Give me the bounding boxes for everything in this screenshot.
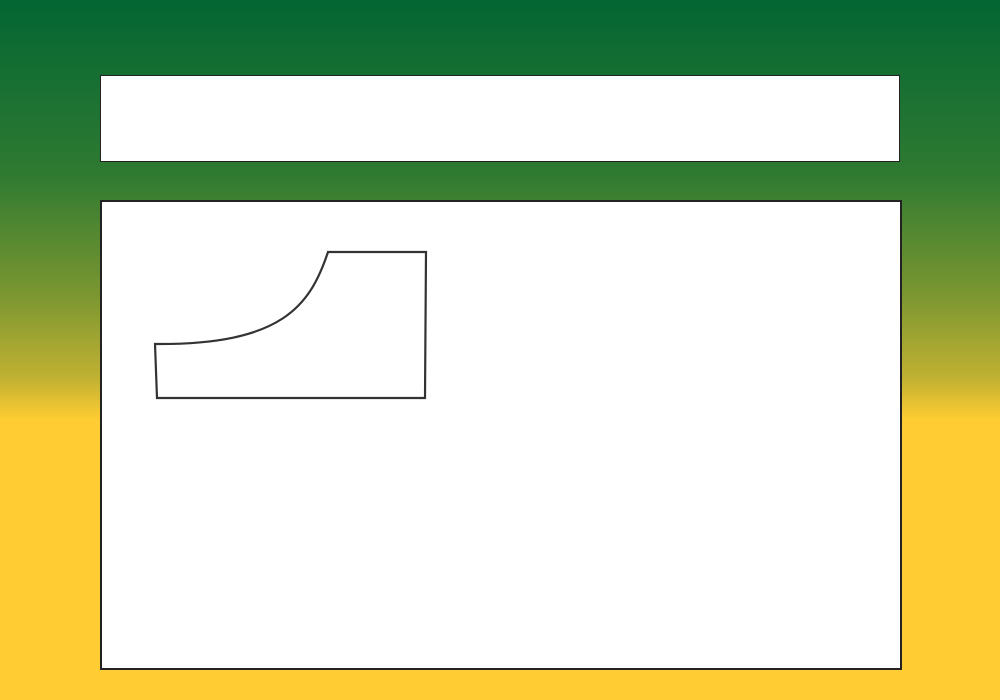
canvas-svg: [153, 250, 428, 400]
curved-quadrilateral-shape[interactable]: [153, 250, 428, 400]
top-blank-panel: [100, 75, 900, 162]
drawing-canvas[interactable]: [100, 200, 902, 670]
